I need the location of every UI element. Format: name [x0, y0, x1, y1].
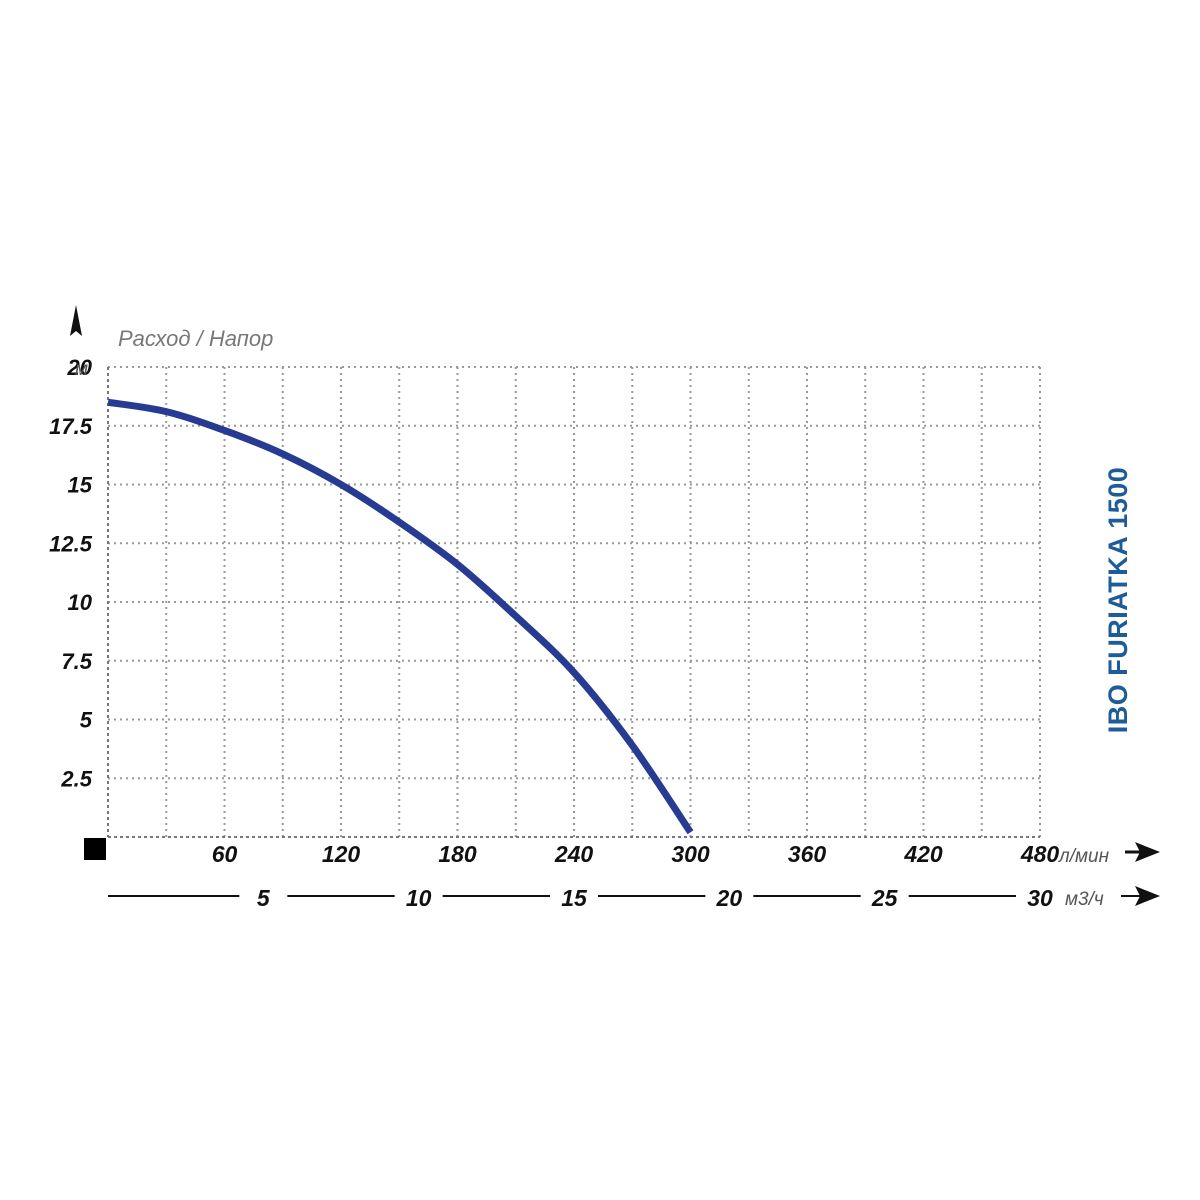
- x2-tick-label: 25: [871, 885, 899, 911]
- axes: [70, 305, 1160, 906]
- x2-tick-label: 30: [1027, 885, 1053, 911]
- x-tick-label: 360: [788, 841, 827, 867]
- x-tick-label: 60: [212, 841, 238, 867]
- y-unit-label: м: [75, 359, 88, 380]
- x-unit-label: л/мин: [1058, 846, 1110, 867]
- y-axis-arrow: [70, 305, 82, 336]
- x2-tick-label: 15: [561, 885, 588, 911]
- y-tick-label: 10: [68, 590, 93, 615]
- x2-unit-label: м3/ч: [1065, 889, 1104, 910]
- x-tick-label: 420: [903, 841, 943, 867]
- chart-title: IBO FURIATKA 1500: [1103, 467, 1133, 734]
- x2-axis-arrow-head: [1135, 886, 1160, 906]
- y-tick-label: 20: [67, 355, 93, 380]
- y-tick-label: 2.5: [60, 766, 92, 791]
- y-tick-label: 5: [80, 708, 93, 733]
- x-tick-label: 240: [554, 841, 594, 867]
- origin-marker: [84, 838, 106, 860]
- y-axis-title: Расход / Напор: [118, 326, 273, 351]
- pump-curve-line: [107, 398, 694, 835]
- x2-tick-label: 20: [716, 885, 743, 911]
- y-tick-label: 17.5: [49, 414, 93, 439]
- x-tick-label: 180: [438, 841, 477, 867]
- grid: [108, 366, 1041, 837]
- y-tick-label: 15: [68, 473, 93, 498]
- x-tick-label: 300: [671, 841, 710, 867]
- x-axis-arrow-head: [1135, 842, 1160, 862]
- x-tick-label: 120: [322, 841, 361, 867]
- x-tick-label: 480: [1020, 841, 1060, 867]
- x2-tick-label: 10: [406, 885, 432, 911]
- x2-tick-label: 5: [257, 885, 271, 911]
- y-tick-label: 12.5: [49, 531, 93, 556]
- series: [107, 398, 694, 835]
- y-tick-label: 7.5: [61, 649, 92, 674]
